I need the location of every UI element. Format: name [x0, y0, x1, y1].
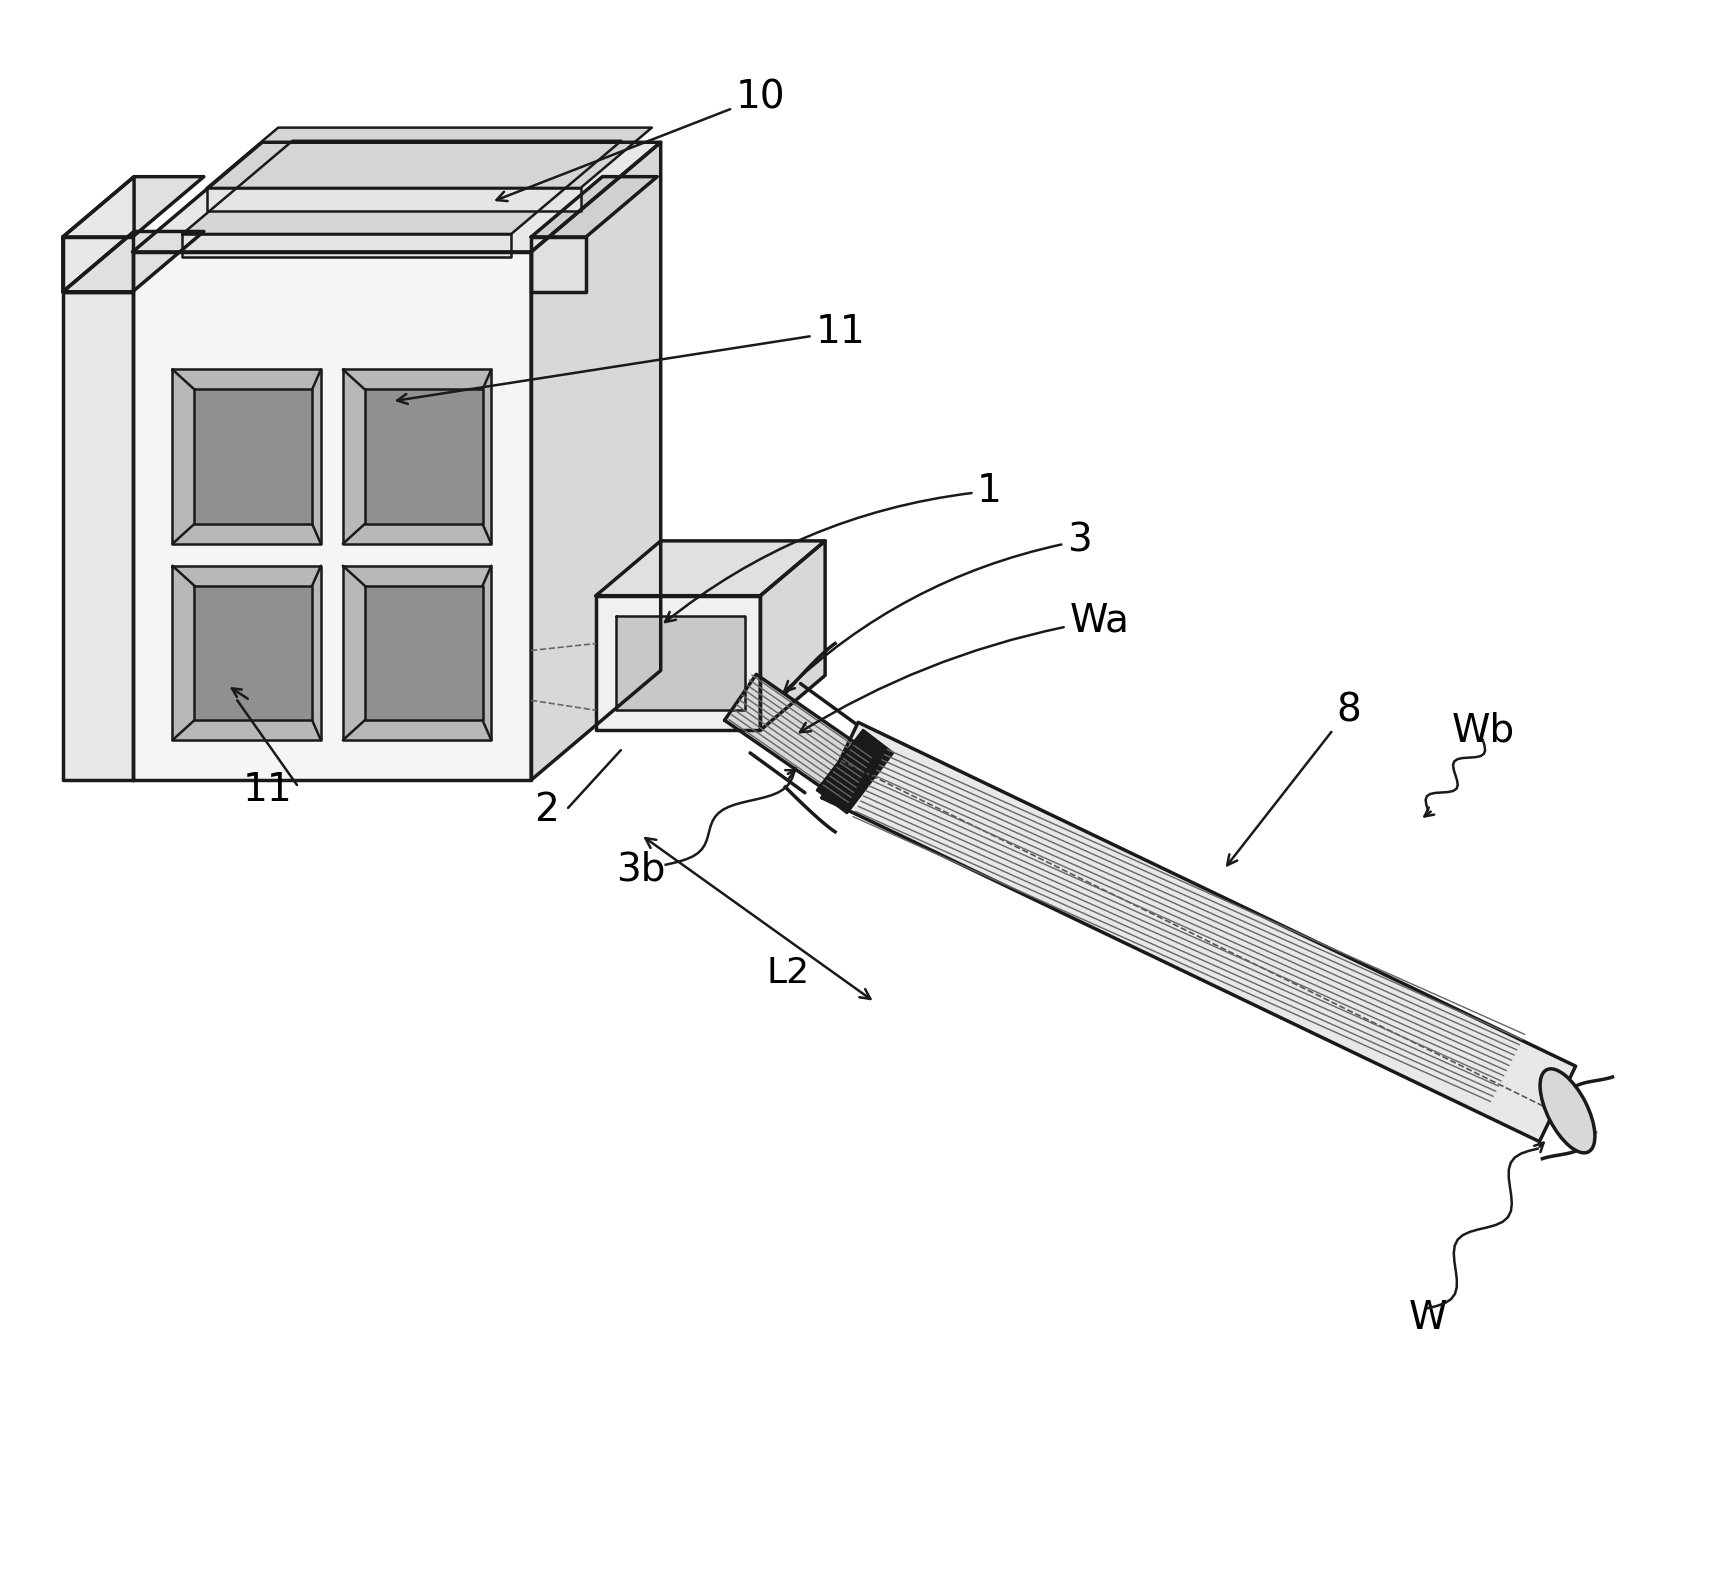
Polygon shape — [132, 251, 531, 781]
Polygon shape — [64, 176, 134, 292]
Polygon shape — [64, 237, 132, 292]
Ellipse shape — [1539, 1068, 1594, 1153]
Text: 1: 1 — [666, 471, 1003, 622]
Polygon shape — [194, 586, 311, 720]
Polygon shape — [64, 231, 205, 292]
Polygon shape — [172, 369, 322, 544]
Polygon shape — [206, 127, 652, 189]
Polygon shape — [616, 616, 745, 710]
Polygon shape — [182, 141, 621, 234]
Polygon shape — [365, 390, 483, 523]
Polygon shape — [724, 674, 875, 803]
Text: 10: 10 — [497, 79, 784, 201]
Polygon shape — [182, 234, 511, 258]
Text: 3: 3 — [784, 522, 1092, 691]
Polygon shape — [531, 176, 657, 237]
Polygon shape — [194, 390, 311, 523]
Polygon shape — [595, 595, 760, 731]
Polygon shape — [531, 237, 587, 292]
Text: L2: L2 — [765, 957, 810, 990]
Text: 11: 11 — [397, 313, 865, 404]
Polygon shape — [132, 143, 660, 251]
Polygon shape — [342, 566, 492, 740]
Text: Wb: Wb — [1452, 712, 1514, 749]
Text: 2: 2 — [533, 790, 559, 829]
Polygon shape — [365, 586, 483, 720]
Text: 11: 11 — [243, 771, 292, 809]
Polygon shape — [64, 292, 132, 781]
Text: 8: 8 — [1226, 691, 1361, 866]
Polygon shape — [172, 566, 322, 740]
Polygon shape — [817, 731, 893, 814]
Text: W: W — [1409, 1299, 1447, 1337]
Polygon shape — [822, 723, 1576, 1142]
Polygon shape — [206, 189, 581, 211]
Polygon shape — [64, 176, 205, 237]
Polygon shape — [760, 540, 826, 731]
Polygon shape — [595, 540, 826, 595]
Polygon shape — [531, 143, 660, 781]
Text: 3b: 3b — [616, 851, 666, 889]
Polygon shape — [342, 369, 492, 544]
Text: Wa: Wa — [800, 602, 1128, 732]
